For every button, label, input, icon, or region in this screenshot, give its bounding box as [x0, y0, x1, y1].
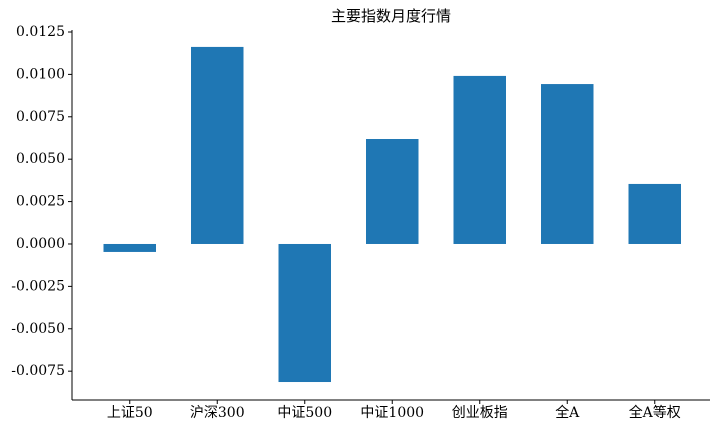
bar [453, 75, 506, 244]
x-tick-label: 创业板指 [452, 405, 508, 421]
y-tick-label: 0.0100 [16, 66, 65, 82]
x-tick-label: 全A等权 [629, 404, 681, 421]
y-tick-label: -0.0025 [11, 278, 65, 294]
bar [541, 84, 594, 244]
y-tick-label: 0.0025 [16, 194, 65, 210]
y-tick-label: -0.0075 [11, 363, 65, 379]
bar [628, 183, 681, 244]
y-tick-label: 0.0125 [16, 24, 65, 40]
bar [103, 243, 156, 252]
y-tick-label: -0.0050 [11, 321, 65, 337]
bar [191, 46, 244, 244]
y-tick-label: 0.0075 [16, 109, 65, 125]
chart-title: 主要指数月度行情 [331, 7, 451, 25]
x-tick-label: 中证1000 [360, 405, 424, 421]
x-tick-label: 中证500 [277, 405, 332, 421]
x-tick-label: 上证50 [107, 405, 153, 421]
y-tick-label: 0.0000 [16, 236, 65, 252]
bar [278, 243, 331, 383]
x-tick-label: 全A [555, 404, 580, 421]
x-tick-label: 沪深300 [190, 405, 245, 421]
y-tick-label: 0.0050 [16, 151, 65, 167]
bar [366, 139, 419, 244]
